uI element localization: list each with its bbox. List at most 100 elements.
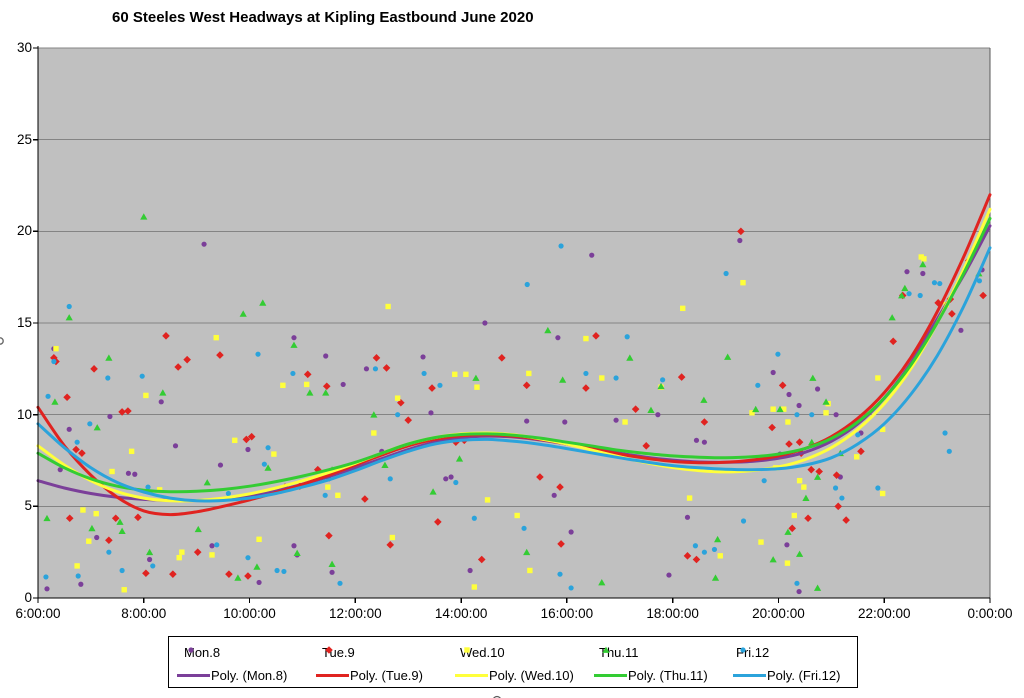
scatter-point xyxy=(711,574,720,581)
scatter-point xyxy=(428,410,434,416)
scatter-point xyxy=(613,417,619,423)
legend-item-thu11[interactable]: Thu.11 xyxy=(599,644,639,660)
scatter-point xyxy=(63,393,71,402)
scatter-point xyxy=(105,536,113,545)
scatter-point xyxy=(387,476,393,482)
scatter-point xyxy=(711,546,718,553)
scatter-point xyxy=(328,560,336,567)
scatter-point xyxy=(740,279,746,286)
scatter-point xyxy=(169,570,177,578)
scatter-point xyxy=(66,303,72,310)
scatter-point xyxy=(259,299,267,306)
scatter-point xyxy=(785,440,793,448)
scatter-point xyxy=(524,281,530,288)
trendline-thu11 xyxy=(36,217,992,494)
scatter-point xyxy=(203,479,211,486)
scatter-point xyxy=(119,567,125,574)
scatter-point xyxy=(948,310,956,318)
scatter-point xyxy=(624,334,630,340)
scatter-point xyxy=(51,398,59,405)
legend-item-mon8[interactable]: Mon.8 xyxy=(184,644,220,660)
chart-title: 60 Steeles West Headways at Kipling East… xyxy=(112,9,534,26)
scatter-point xyxy=(381,461,389,468)
scatter-point xyxy=(313,465,322,474)
scatter-point xyxy=(159,389,167,396)
series-thu11-points xyxy=(43,213,983,591)
y-tick-label-30: 30 xyxy=(16,40,32,55)
scatter-point xyxy=(194,525,202,533)
scatter-point xyxy=(395,412,401,418)
scatter-point xyxy=(599,375,605,381)
scatter-point xyxy=(770,369,776,376)
scatter-point xyxy=(261,461,267,467)
legend-item-tue9[interactable]: Tue.9 xyxy=(322,644,355,660)
scatter-point xyxy=(134,513,142,522)
scatter-point xyxy=(834,502,843,511)
legend-item-poly-mon8[interactable]: Poly. (Mon.8) xyxy=(177,667,287,683)
scatter-point xyxy=(245,446,251,453)
scatter-point xyxy=(271,451,277,457)
scatter-point xyxy=(717,553,723,559)
scatter-point xyxy=(93,424,101,431)
legend: Mon.8 Tue.9 Wed.10 Thu.11 Fri.12 Poly. (Mon.8… xyxy=(168,636,858,688)
scatter-point xyxy=(124,407,132,415)
scatter-point xyxy=(655,412,661,418)
scatter-point xyxy=(557,571,563,577)
legend-item-fri12[interactable]: Fri.12 xyxy=(736,644,769,660)
series-fri12-points xyxy=(43,243,983,591)
y-tick-label-20: 20 xyxy=(16,223,32,239)
scatter-point xyxy=(794,412,800,418)
scatter-point xyxy=(111,514,120,523)
scatter-point xyxy=(105,375,111,381)
scatter-point xyxy=(526,370,532,377)
scatter-point xyxy=(879,426,886,433)
scatter-point xyxy=(794,580,800,586)
scatter-point xyxy=(768,423,776,432)
legend-marker-shape xyxy=(325,646,333,654)
scatter-point xyxy=(93,510,99,517)
scatter-point xyxy=(472,374,480,381)
scatter-point xyxy=(335,492,341,499)
scatter-point xyxy=(306,389,314,396)
legend-item-poly-tue9[interactable]: Poly. (Tue.9) xyxy=(316,667,423,683)
scatter-point xyxy=(146,556,153,563)
scatter-point xyxy=(72,445,80,454)
scatter-point xyxy=(370,411,378,418)
scatter-point xyxy=(784,560,791,566)
scatter-point xyxy=(80,507,86,513)
scatter-point xyxy=(116,518,124,525)
legend-item-poly-thu11[interactable]: Poly. (Thu.11) xyxy=(594,667,708,683)
legend-item-poly-fri12[interactable]: Poly. (Fri.12) xyxy=(733,667,840,683)
scatter-point xyxy=(809,374,817,381)
scatter-point xyxy=(931,280,938,286)
legend-label-poly-mon8: Poly. (Mon.8) xyxy=(211,667,288,683)
scatter-point xyxy=(323,353,329,359)
scatter-point xyxy=(660,377,666,383)
scatter-point xyxy=(86,538,92,544)
legend-label-wed10: Wed.10 xyxy=(460,644,505,660)
scatter-point xyxy=(109,468,115,475)
scatter-point xyxy=(842,516,850,524)
scatter-point xyxy=(693,437,700,443)
scatter-point xyxy=(536,473,544,481)
scatter-point xyxy=(291,543,297,549)
legend-item-wed10[interactable]: Wed.10 xyxy=(460,644,505,660)
scatter-point xyxy=(118,408,126,416)
scatter-point xyxy=(740,518,747,524)
scatter-point xyxy=(329,569,335,575)
scatter-point xyxy=(44,586,50,592)
scatter-point xyxy=(382,364,391,372)
legend-item-poly-wed10[interactable]: Poly. (Wed.10) xyxy=(455,667,574,683)
scatter-point xyxy=(613,375,619,381)
legend-marker-icon xyxy=(188,647,194,653)
scatter-point xyxy=(303,381,310,388)
scatter-point xyxy=(786,391,792,398)
scatter-point xyxy=(176,554,182,561)
x-tick-label-120000: 12:00:00 xyxy=(329,606,382,621)
scatter-point xyxy=(325,484,331,490)
scatter-point xyxy=(527,567,533,574)
x-tick-label-80000: 8:00:00 xyxy=(121,606,167,621)
scatter-point xyxy=(443,476,449,482)
scatter-point xyxy=(106,549,112,555)
